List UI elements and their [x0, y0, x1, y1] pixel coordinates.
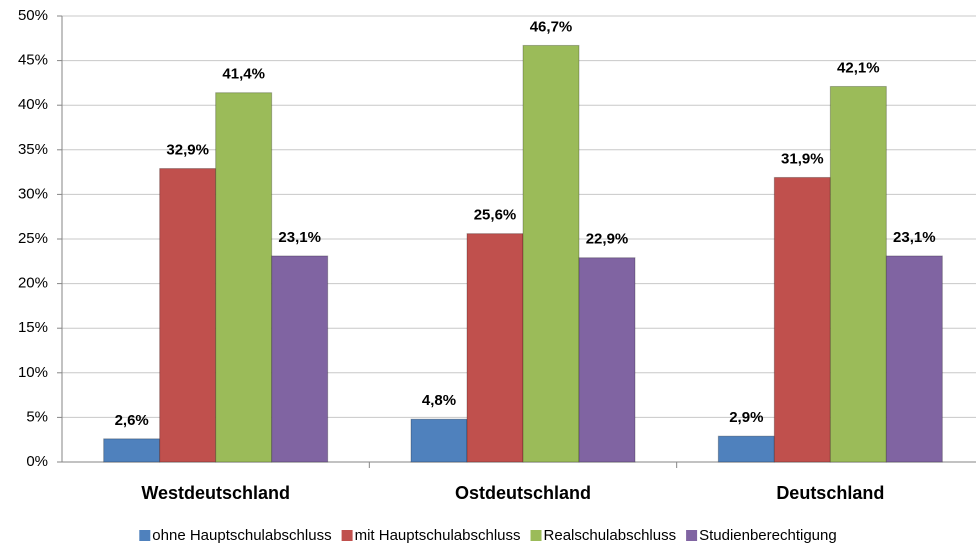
y-tick-label: 10%	[18, 364, 48, 381]
bar	[466, 233, 524, 463]
y-tick-label: 20%	[18, 275, 48, 292]
value-label: 22,9%	[586, 231, 629, 248]
bar	[829, 85, 887, 463]
value-label: 41,4%	[222, 66, 265, 83]
y-tick-label: 50%	[18, 7, 48, 24]
bar	[578, 257, 636, 463]
value-label: 23,1%	[893, 229, 936, 246]
y-tick-label: 45%	[18, 52, 48, 69]
legend-label: Realschulabschluss	[544, 527, 677, 544]
y-tick-label: 40%	[18, 96, 48, 113]
legend-item: Realschulabschluss	[530, 527, 677, 544]
y-tick-label: 5%	[26, 408, 48, 425]
bar	[271, 255, 329, 463]
bar	[215, 92, 273, 463]
legend-item: mit Hauptschulabschluss	[341, 527, 521, 544]
x-tick-label: Westdeutschland	[141, 483, 290, 503]
y-tick-label: 30%	[18, 185, 48, 202]
value-label: 4,8%	[422, 392, 456, 409]
y-tick-label: 25%	[18, 230, 48, 247]
bar	[522, 44, 580, 463]
legend-swatch	[686, 530, 698, 541]
legend-swatch	[530, 530, 542, 541]
legend-label: ohne Hauptschulabschluss	[152, 527, 331, 544]
legend-item: ohne Hauptschulabschluss	[139, 527, 332, 544]
value-label: 25,6%	[474, 207, 517, 224]
value-label: 46,7%	[530, 18, 573, 35]
bar	[717, 435, 775, 463]
value-label: 32,9%	[166, 142, 209, 159]
bar	[103, 438, 161, 463]
legend-swatch	[139, 530, 151, 541]
bar	[773, 176, 831, 463]
legend-label: Studienberechtigung	[699, 527, 837, 544]
bar	[885, 255, 943, 463]
x-tick-label: Ostdeutschland	[455, 483, 591, 503]
value-label: 42,1%	[837, 59, 880, 76]
value-label: 2,6%	[115, 412, 149, 429]
value-label: 2,9%	[729, 409, 763, 426]
legend-item: Studienberechtigung	[686, 527, 837, 544]
legend-label: mit Hauptschulabschluss	[355, 527, 521, 544]
bar	[159, 168, 217, 463]
legend-swatch	[341, 530, 353, 541]
value-label: 23,1%	[278, 229, 321, 246]
value-label: 31,9%	[781, 150, 824, 167]
x-tick-label: Deutschland	[776, 483, 884, 503]
y-tick-label: 15%	[18, 319, 48, 336]
y-tick-label: 35%	[18, 141, 48, 158]
bar	[410, 418, 468, 463]
y-tick-label: 0%	[26, 453, 48, 470]
